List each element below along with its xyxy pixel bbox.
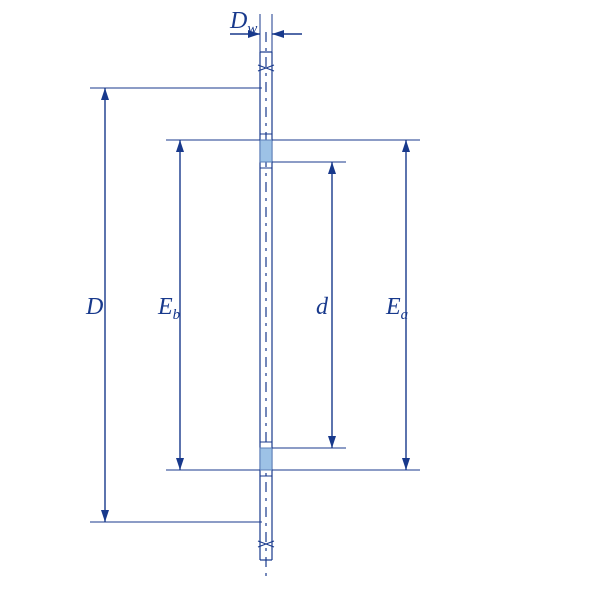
arrowhead bbox=[101, 510, 109, 522]
arrowhead bbox=[101, 88, 109, 100]
label-D: D bbox=[85, 294, 103, 320]
label-Dw: Dw bbox=[229, 8, 257, 37]
bearing-dimension-diagram: Dw D Eb d Ea bbox=[0, 0, 600, 600]
label-d: d bbox=[316, 294, 329, 320]
label-Eb: Eb bbox=[157, 294, 181, 323]
arrowhead bbox=[328, 436, 336, 448]
arrowhead bbox=[176, 458, 184, 470]
arrowhead bbox=[328, 162, 336, 174]
arrowhead bbox=[176, 140, 184, 152]
arrowhead bbox=[402, 458, 410, 470]
arrowhead bbox=[272, 30, 284, 38]
roller bbox=[260, 140, 272, 162]
arrowhead bbox=[402, 140, 410, 152]
label-Ea: Ea bbox=[385, 294, 408, 323]
roller bbox=[260, 448, 272, 470]
